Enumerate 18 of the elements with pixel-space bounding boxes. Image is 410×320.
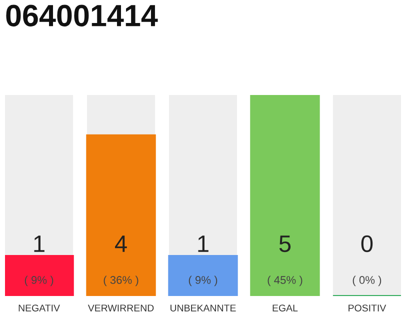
x-tick-label: EGAL xyxy=(272,304,298,312)
x-tick-label: UNBEKANNTE xyxy=(170,304,236,312)
x-tick-label: VERWIRREND xyxy=(88,304,154,312)
data-label: 4 xyxy=(114,236,127,252)
data-label: 1 xyxy=(198,236,208,252)
bar xyxy=(168,254,238,296)
x-tick-label: POSITIV xyxy=(348,304,386,312)
data-label: 0 xyxy=(361,235,373,252)
annotation: ( 45% ) xyxy=(268,276,302,286)
bar xyxy=(5,254,74,296)
annotation: ( 0% ) xyxy=(352,276,382,286)
annotation: ( 9% ) xyxy=(188,276,218,286)
x-tick-label: NEGATIV xyxy=(18,304,60,312)
chart-title: 064001414 xyxy=(6,4,158,26)
data-label: 5 xyxy=(279,236,291,252)
annotation: ( 9% ) xyxy=(24,276,54,286)
annotation: ( 36% ) xyxy=(104,276,138,286)
data-label: 1 xyxy=(34,236,44,252)
